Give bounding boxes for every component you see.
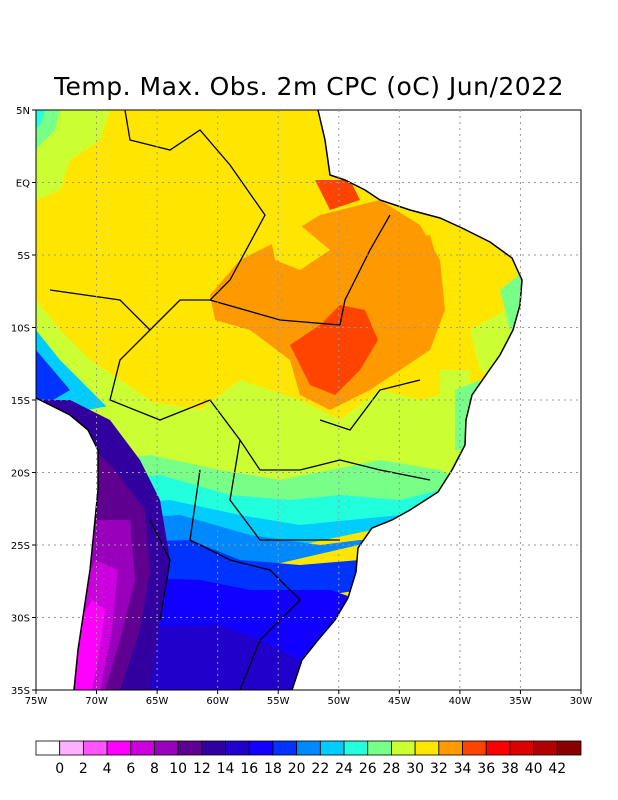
graticule [36,110,581,690]
lon-label: 30W [570,696,593,707]
lat-label: 25S [11,541,30,552]
colorbar-swatch [438,740,463,756]
colorbar-label: 24 [335,761,353,777]
coastline [35,109,523,691]
colorbar-swatch [59,740,84,756]
colorbar-label: 38 [501,761,519,777]
lat-label: 5S [17,251,30,262]
colorbar-swatch [343,740,369,756]
colorbar-label: 4 [103,761,112,777]
colorbar-swatch [367,740,392,756]
colorbar-label: 26 [359,761,377,777]
colorbar-label: 20 [288,761,306,777]
colorbar-swatch [248,740,274,756]
lon-label: 55W [267,696,290,707]
lon-label: 75W [25,696,48,707]
colorbar-label: 28 [383,761,401,777]
colorbar-label: 12 [193,761,211,777]
colorbar-label: 42 [548,761,566,777]
colorbar: 0 2 4 6 8 10 12 14 16 18 20 22 24 26 28 30 32 34 36 38 40 42 [35,740,582,777]
colorbar-label: 30 [406,761,424,777]
colorbar-swatch [177,740,203,756]
colorbar-label: 0 [55,761,64,777]
colorbar-swatch [485,740,511,756]
colorbar-label: 6 [126,761,135,777]
colorbar-label: 16 [240,761,258,777]
colorbar-swatch [154,740,179,756]
map-title: Temp. Max. Obs. 2m CPC (oC) Jun/2022 [53,72,565,101]
lat-label: EQ [16,179,30,190]
lon-label: 35W [509,696,532,707]
lon-label: 60W [206,696,229,707]
colorbar-label: 8 [150,761,159,777]
lat-label: 35S [11,686,30,697]
colorbar-swatch [556,740,582,756]
axis-labels: 75W 70W 65W 60W 55W 50W 45W 40W 35W 30W 5N EQ 5S 10S 1… [11,106,592,707]
colorbar-label: 22 [311,761,329,777]
lat-label: 30S [11,614,30,625]
lon-label: 40W [449,696,472,707]
colorbar-label: 32 [430,761,448,777]
lat-label: 10S [11,324,30,335]
colorbar-swatch [82,740,108,756]
colorbar-label: 18 [264,761,282,777]
colorbar-swatch [533,740,558,756]
colorbar-label: 40 [525,761,543,777]
colorbar-swatch [319,740,345,756]
colorbar-swatch [130,740,155,756]
colorbar-swatch [106,740,132,756]
colorbar-swatch [391,740,416,756]
colorbar-label: 10 [169,761,187,777]
colorbar-label: 36 [477,761,495,777]
colorbar-label: 2 [79,761,88,777]
colorbar-swatch [201,740,226,756]
lat-label: 20S [11,469,30,480]
lat-label: 15S [11,396,30,407]
colorbar-swatch [462,740,487,756]
lat-label: 5N [16,106,30,117]
colorbar-swatch [296,740,321,756]
lon-label: 65W [146,696,169,707]
colorbar-swatch [35,740,61,756]
colorbar-swatch [225,740,250,756]
lon-label: 45W [388,696,411,707]
colorbar-swatch [272,740,298,756]
lon-label: 70W [85,696,108,707]
colorbar-label: 14 [217,761,235,777]
colorbar-label: 34 [454,761,472,777]
colorbar-swatch [509,740,535,756]
colorbar-swatch [414,740,440,756]
lon-label: 50W [327,696,350,707]
